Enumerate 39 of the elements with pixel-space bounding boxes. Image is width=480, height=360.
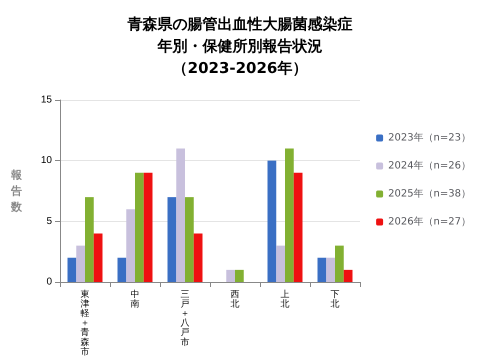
- y-tick-label: 15: [40, 94, 52, 106]
- legend-label: 2024年（n=26）: [388, 160, 471, 172]
- bar: [235, 270, 244, 282]
- legend-label: 2026年（n=27）: [388, 216, 471, 228]
- bar: [185, 197, 194, 282]
- bar: [144, 172, 152, 282]
- bar: [176, 148, 185, 282]
- bar: [226, 270, 235, 282]
- bar: [326, 258, 335, 282]
- x-tick-label: 東津軽＋青森市: [80, 288, 90, 358]
- bar: [344, 270, 352, 282]
- bar: [318, 258, 326, 282]
- legend-label: 2025年（n=38）: [388, 188, 471, 200]
- bar: [68, 258, 76, 282]
- x-tick-label: 中南: [130, 288, 140, 310]
- x-tick-label: 西北: [230, 290, 240, 310]
- bar: [135, 172, 144, 282]
- bar: [335, 246, 344, 282]
- legend-label: 2023年（n=23）: [388, 132, 471, 144]
- chart-subtitle: 年別・保健所別報告状況（2023-2026年）: [156, 37, 322, 77]
- bar: [285, 148, 294, 282]
- x-tick-label: 上北: [280, 288, 290, 310]
- bar: [126, 209, 135, 282]
- bar: [194, 233, 202, 282]
- chart-title: 青森県の腸管出血性大腸菌感染症: [126, 15, 352, 33]
- x-tick-label: 三戸＋八戸市: [180, 290, 190, 348]
- bar: [294, 172, 302, 282]
- x-tick-label: 下北: [330, 290, 340, 310]
- bar: [276, 246, 285, 282]
- bar: [76, 246, 85, 282]
- bar: [85, 197, 94, 282]
- y-tick-label: 10: [40, 155, 52, 166]
- y-tick-label: 0: [46, 276, 52, 288]
- bar: [168, 197, 176, 282]
- bar: [118, 258, 126, 282]
- y-tick-label: 5: [46, 216, 52, 227]
- y-axis-title: 報告数: [10, 168, 23, 214]
- bar: [94, 233, 102, 282]
- bar: [268, 160, 276, 282]
